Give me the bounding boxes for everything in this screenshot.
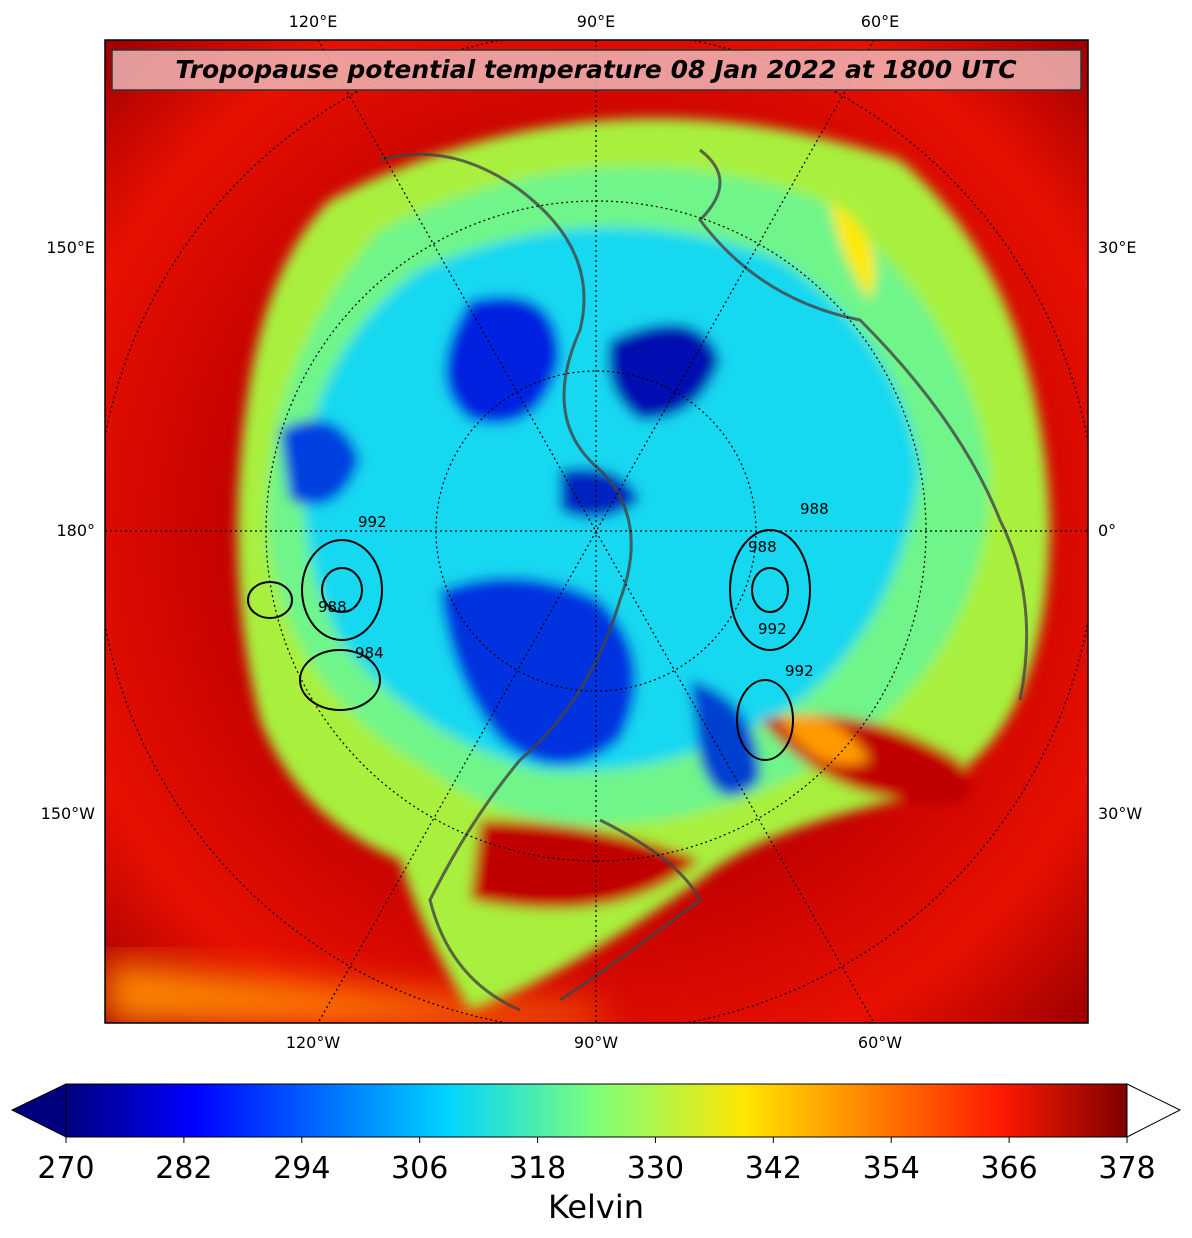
colorbar-tick-label: 318 xyxy=(509,1151,566,1186)
contour-label: 988 xyxy=(800,500,829,518)
colorbar-extend-low xyxy=(10,1083,67,1138)
contour-label: 992 xyxy=(358,513,387,531)
title: Tropopause potential temperature 08 Jan … xyxy=(175,55,1017,84)
contour-label: 988 xyxy=(748,538,777,556)
lon-label: 120°E xyxy=(289,12,338,31)
contour-label: 984 xyxy=(355,644,384,662)
contour-label: 988 xyxy=(318,598,347,616)
lon-label: 120°W xyxy=(286,1033,341,1052)
contour-label: 992 xyxy=(758,620,787,638)
lon-label: 180° xyxy=(56,521,95,540)
colorbar-label: Kelvin xyxy=(548,1188,644,1226)
colorbar-tick-label: 294 xyxy=(273,1151,330,1186)
temperature-field xyxy=(237,118,1051,1011)
colorbar-bar xyxy=(65,1083,1128,1138)
lon-label: 0° xyxy=(1098,521,1116,540)
pressure-contours xyxy=(247,529,811,761)
lon-label: 30°E xyxy=(1098,238,1136,257)
colorbar-tick-label: 378 xyxy=(1098,1151,1155,1186)
contour-label: 992 xyxy=(785,662,814,680)
lon-label: 150°W xyxy=(41,804,96,823)
colorbar-tick-label: 282 xyxy=(155,1151,212,1186)
graticule xyxy=(105,40,1088,1023)
lon-label: 60°E xyxy=(861,12,899,31)
colorbar-tick-label: 306 xyxy=(391,1151,448,1186)
lon-label: 150°E xyxy=(46,238,95,257)
map-frame xyxy=(104,39,1089,1024)
colorbar-tick-label: 354 xyxy=(863,1151,920,1186)
lon-label: 60°W xyxy=(858,1033,902,1052)
colorbar-tick-label: 270 xyxy=(37,1151,94,1186)
colorbar-tick-label: 330 xyxy=(627,1151,684,1186)
lon-label: 90°W xyxy=(574,1033,618,1052)
colorbar-tick-label: 342 xyxy=(745,1151,802,1186)
map: 992 988 984 988 992 992 988 xyxy=(105,40,1088,1023)
title-box xyxy=(111,49,1082,91)
colorbar: Kelvin 270 282 294 306 318 330 342 354 366 378 xyxy=(10,1083,1182,1226)
lon-label: 30°W xyxy=(1098,804,1142,823)
colorbar-extend-high xyxy=(1126,1083,1182,1138)
colorbar-tick-label: 366 xyxy=(980,1151,1037,1186)
lon-label: 90°E xyxy=(577,12,615,31)
